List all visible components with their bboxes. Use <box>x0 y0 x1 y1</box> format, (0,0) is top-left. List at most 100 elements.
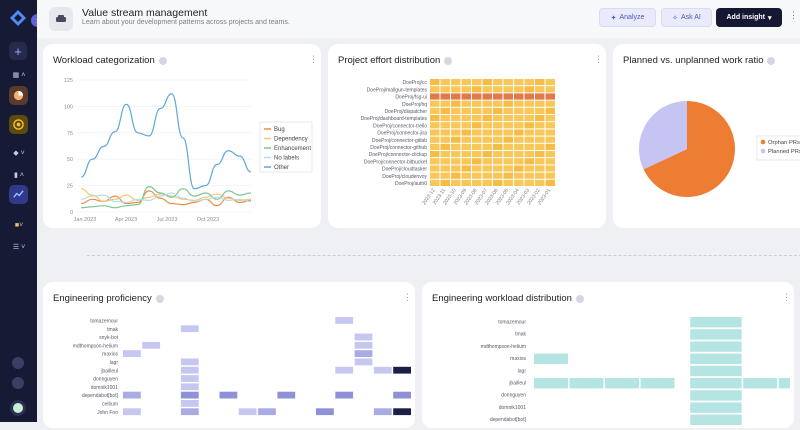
heat-cell <box>514 172 524 179</box>
tag-icon[interactable]: ◆ ˅ <box>13 150 25 157</box>
heat-cell <box>503 93 513 100</box>
chart-legend: Bug Dependency Enhancement No labels Other <box>259 121 313 173</box>
heat-cell <box>545 151 555 158</box>
heat-cell <box>393 408 411 416</box>
heat-cell <box>335 366 354 374</box>
planned-pie-chart: Orphan PRs Planned PRs <box>639 101 800 197</box>
info-icon[interactable] <box>158 56 167 65</box>
ask-ai-button[interactable]: ✧ Ask AI <box>661 8 712 27</box>
heat-cell <box>514 79 524 86</box>
card-menu-icon[interactable]: ⋮ <box>594 54 603 64</box>
folder-icon[interactable]: ■ ˅ <box>14 221 24 229</box>
heat-cell <box>524 107 534 114</box>
card-title: Project effort distribution <box>338 55 441 66</box>
heat-cell <box>123 350 141 357</box>
chat-icon[interactable] <box>12 377 24 389</box>
heat-cell <box>493 136 503 143</box>
heat-cell <box>430 93 440 100</box>
workload-heatmap: tomazemour tmak mdthompson-helium maxios lag… <box>481 317 790 425</box>
heat-cell <box>451 172 461 179</box>
row-label: maxios <box>102 352 118 358</box>
sidebar: › + ▦ ˄ ◆ ˅ ▮ ˄ ■ ˅ ☰ ˅ <box>0 0 44 422</box>
card-menu-icon[interactable]: ⋮ <box>782 292 791 302</box>
avatar-target-dashboard[interactable] <box>9 115 28 134</box>
heat-cell <box>514 107 524 114</box>
heat-cell <box>430 129 440 136</box>
dashboards-toggle[interactable]: ▦ ˄ <box>12 72 26 79</box>
heat-cell <box>316 408 334 416</box>
avatar-pie-dashboard[interactable] <box>9 86 28 105</box>
legend-label: Enhancement <box>274 146 311 152</box>
heat-cell <box>354 358 373 366</box>
heat-cell <box>440 136 450 143</box>
heat-cell <box>514 151 524 158</box>
heat-cell <box>690 378 742 389</box>
heat-cell <box>493 86 503 93</box>
heat-cell <box>461 100 471 107</box>
add-insight-button[interactable]: Add insight ▾ <box>716 8 782 27</box>
heat-cell <box>514 165 524 172</box>
info-icon[interactable] <box>767 56 776 65</box>
row-label: DoeProj/connector-jira <box>377 131 427 137</box>
heat-cell <box>482 179 492 186</box>
heat-cell <box>503 100 513 107</box>
proficiency-heatmap: tomazemour tmak snyk-bot mdthompson-helium m… <box>73 317 411 416</box>
heat-cell <box>482 158 492 165</box>
heat-cell <box>503 107 513 114</box>
document-icon[interactable]: ▮ ˄ <box>14 172 24 179</box>
heat-cell <box>545 79 555 86</box>
heat-cell <box>545 143 555 150</box>
row-label: DoeProj/cc <box>403 80 428 86</box>
analyze-button[interactable]: ✦ Analyze <box>599 8 656 27</box>
heat-cell <box>524 122 534 129</box>
row-label: DoeProj/cloudenvoy <box>382 174 427 180</box>
page-subtitle: Learn about your development patterns ac… <box>82 19 290 26</box>
heat-cell <box>451 143 461 150</box>
x-tick-label: Jan 2023 <box>74 217 97 222</box>
heat-cell <box>514 136 524 143</box>
heat-cell <box>690 317 742 328</box>
pie-slice-planned-prs <box>639 101 687 170</box>
heat-cell <box>482 129 492 136</box>
heat-cell <box>440 122 450 129</box>
heat-cell <box>472 79 482 86</box>
heat-cell <box>503 115 513 122</box>
help-icon[interactable] <box>12 357 24 369</box>
heat-cell <box>354 341 373 349</box>
heat-cell <box>493 151 503 158</box>
app-logo[interactable] <box>9 9 27 27</box>
heat-cell <box>430 143 440 150</box>
heat-cell <box>524 86 534 93</box>
heat-cell <box>690 414 742 425</box>
heat-cell <box>535 107 545 114</box>
legend-box <box>756 135 800 161</box>
row-label: dependabot[bot] <box>490 417 527 423</box>
card-menu-icon[interactable]: ⋮ <box>309 54 318 64</box>
legend-label: Orphan PRs <box>768 140 800 146</box>
more-options-icon[interactable]: ⋮ <box>789 10 798 20</box>
heat-cell <box>461 93 471 100</box>
card-title: Engineering proficiency <box>53 293 152 304</box>
heat-cell <box>440 79 450 86</box>
heat-cell <box>690 402 742 413</box>
heat-cell <box>472 151 482 158</box>
row-label: donnguyen <box>501 393 526 399</box>
heat-cell <box>451 122 461 129</box>
user-avatar[interactable] <box>10 400 26 416</box>
info-icon[interactable] <box>155 294 164 303</box>
heat-cell <box>493 122 503 129</box>
card-menu-icon[interactable]: ⋮ <box>403 292 412 302</box>
chart-line-icon[interactable] <box>9 185 28 204</box>
info-icon[interactable] <box>444 56 453 65</box>
heat-cell <box>461 115 471 122</box>
x-tick-label: Oct 2023 <box>197 217 219 222</box>
heat-cell <box>482 79 492 86</box>
add-button[interactable]: + <box>9 42 27 60</box>
legend-label: Other <box>274 165 289 171</box>
heat-cell <box>535 79 545 86</box>
info-icon[interactable] <box>575 294 584 303</box>
row-label: DoeProj/connector-gitlab <box>372 138 427 144</box>
engineering-proficiency-card: Engineering proficiency ⋮ tomazemour tmak… <box>43 282 415 428</box>
list-icon[interactable]: ☰ ˅ <box>12 244 26 251</box>
workload-categorization-card: Workload categorization ⋮ 0 25 50 75 100 125 J… <box>43 44 321 228</box>
